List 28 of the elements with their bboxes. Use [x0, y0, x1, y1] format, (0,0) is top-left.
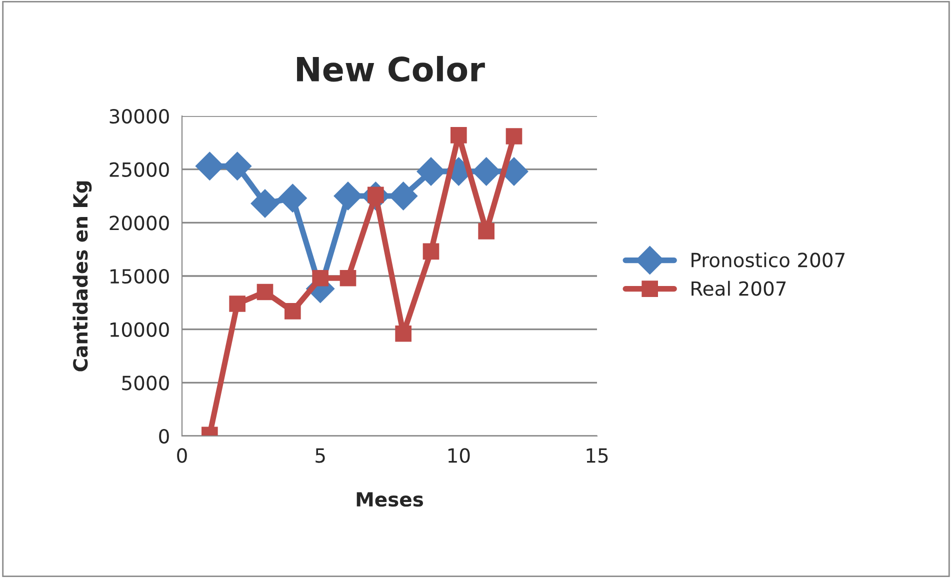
point [284, 303, 301, 320]
point [478, 223, 494, 240]
point [278, 184, 307, 212]
point [312, 270, 328, 286]
point [250, 189, 280, 218]
x-tick-label: 0 [177, 448, 187, 463]
point [229, 296, 246, 312]
point [506, 128, 522, 144]
x-axis-title: Meses [356, 492, 424, 507]
point [422, 243, 440, 260]
x-tick-label: 5 [316, 448, 325, 463]
point [450, 127, 467, 144]
y-tick-label: 20000 [110, 216, 169, 230]
point [256, 284, 274, 300]
x-tick-label: 15 [586, 448, 608, 463]
y-tick-label: 30000 [110, 108, 169, 124]
x-tick-label: 10 [448, 448, 470, 463]
legend-label: Pronostico 2007 [692, 252, 844, 268]
legend-label: Real 2007 [692, 280, 786, 296]
y-tick-label: 10000 [110, 322, 169, 337]
chart-title: New Color [297, 56, 485, 82]
y-tick-label: 15000 [110, 268, 169, 284]
point [395, 325, 412, 342]
y-tick-label: 5000 [122, 376, 169, 390]
y-tick-label: 0 [159, 428, 169, 444]
y-axis-title: Cantidades en Kg [72, 181, 92, 372]
point [340, 270, 356, 286]
y-tick-label: 25000 [110, 162, 169, 177]
